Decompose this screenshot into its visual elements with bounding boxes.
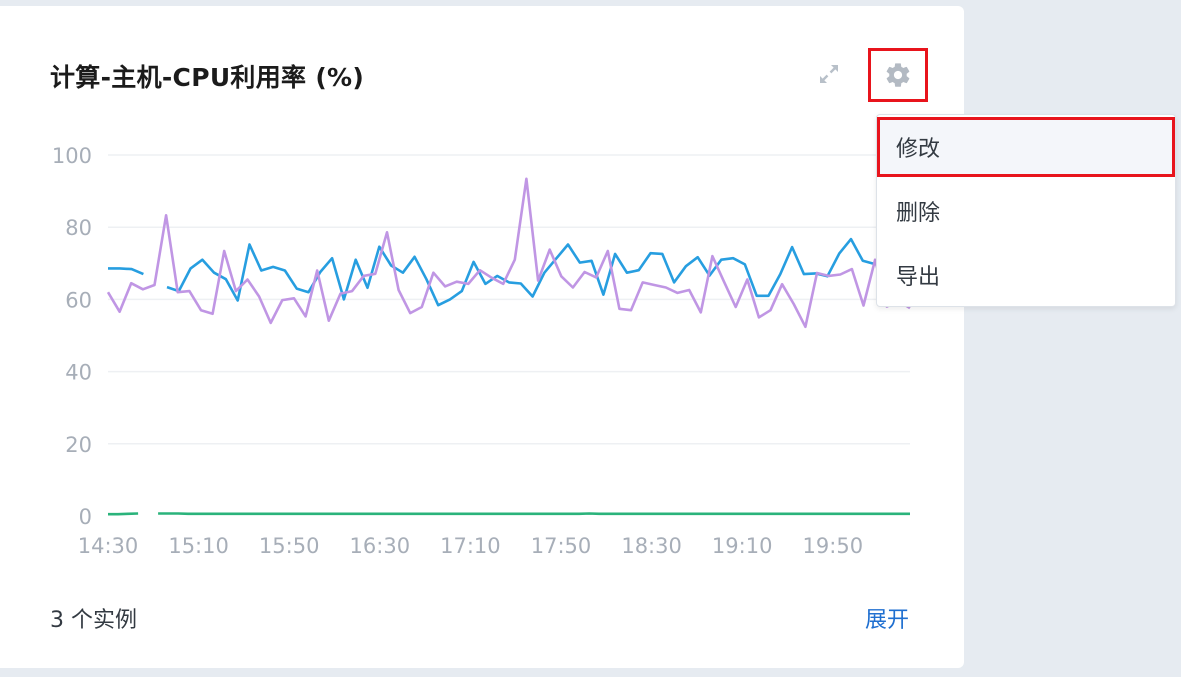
y-tick-label: 100 xyxy=(52,144,92,168)
menu-item-delete[interactable]: 删除 xyxy=(896,201,941,226)
settings-button[interactable] xyxy=(868,48,928,102)
x-tick-label: 16:30 xyxy=(350,534,411,558)
chart-card: 计算-主机-CPU利用率 (%) 3 个实例 展开 xyxy=(0,6,964,668)
series-line-instance-1 xyxy=(108,237,911,307)
x-tick-label: 19:50 xyxy=(803,534,864,558)
menu-item-export[interactable]: 导出 xyxy=(896,265,941,290)
y-tick-label: 80 xyxy=(65,216,92,240)
series-line-instance-2 xyxy=(106,177,911,329)
series-line-instance-3 xyxy=(108,512,910,516)
x-tick-label: 18:30 xyxy=(621,534,682,558)
expand-button[interactable] xyxy=(813,58,845,90)
menu-item-edit[interactable]: 修改 xyxy=(877,117,1175,177)
x-tick-label: 17:50 xyxy=(531,534,592,558)
x-tick-label: 15:50 xyxy=(259,534,320,558)
chart-title: 计算-主机-CPU利用率 (%) xyxy=(50,63,365,92)
expand-link[interactable]: 展开 xyxy=(865,608,910,633)
settings-dropdown-menu: 修改 删除 导出 xyxy=(876,114,1176,307)
cpu-line-chart: 0 20 40 60 80 100 14:30 15:10 15:50 16:30 17:10 17:… xyxy=(52,144,911,558)
instance-count: 3 个实例 xyxy=(50,608,137,633)
y-tick-label: 40 xyxy=(65,361,92,385)
gear-icon xyxy=(886,63,910,87)
x-tick-label: 19:10 xyxy=(712,534,773,558)
y-tick-label: 0 xyxy=(79,505,92,529)
x-tick-label: 17:10 xyxy=(440,534,501,558)
y-tick-label: 60 xyxy=(65,288,92,312)
expand-arrows-icon xyxy=(820,65,838,83)
y-tick-label: 20 xyxy=(65,433,92,457)
x-tick-label: 14:30 xyxy=(78,534,139,558)
x-tick-label: 15:10 xyxy=(168,534,229,558)
